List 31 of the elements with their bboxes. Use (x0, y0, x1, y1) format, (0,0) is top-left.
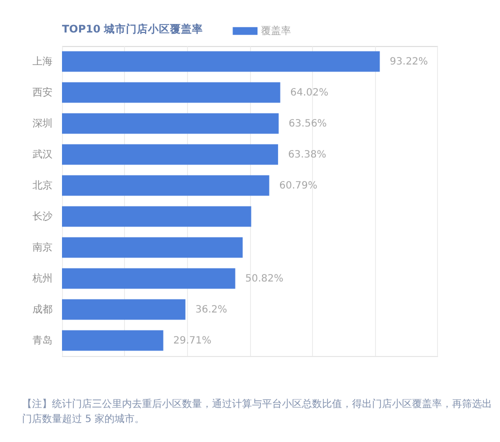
data-label: 93.22% (390, 56, 428, 68)
y-tick-label: 深圳 (32, 118, 52, 130)
bar (62, 144, 278, 165)
bar (62, 113, 279, 134)
y-tick-label: 成都 (32, 304, 52, 316)
bar (62, 82, 280, 103)
y-tick-label: 南京 (32, 242, 52, 254)
bar (62, 330, 164, 351)
y-tick-label: 长沙 (32, 210, 52, 222)
text: 【注】统计门店三公里内去重后小区数量，通过计算与平台小区总数比值，得出门店小区覆盖率，再筛选出门店数量超过 5 家的城市。 (22, 398, 492, 425)
data-label: 63.56% (288, 118, 327, 130)
data-label: 64.02% (290, 88, 328, 98)
y-tick-label: 武汉 (32, 148, 52, 160)
data-label: 36.2% (195, 304, 228, 316)
y-tick-label: 杭州 (32, 272, 52, 284)
y-tick-label: 青岛 (32, 334, 52, 346)
bar (62, 237, 243, 258)
y-tick-label: 西安 (32, 86, 52, 98)
data-label: 60.79% (279, 180, 318, 192)
y-tick-label: 上海 (32, 56, 52, 68)
legend-label: 覆盖率 (261, 25, 292, 37)
bar (62, 268, 236, 289)
bar (62, 206, 252, 227)
bar (62, 51, 380, 72)
data-label: 50.82% (245, 274, 284, 284)
bar (62, 299, 186, 320)
data-label: 63.38% (288, 150, 326, 160)
bar (62, 175, 270, 196)
chart-title: TOP10 城市门店小区覆盖率 (62, 22, 204, 36)
data-label: 29.71% (173, 336, 212, 346)
y-tick-label: 北京 (32, 180, 52, 192)
